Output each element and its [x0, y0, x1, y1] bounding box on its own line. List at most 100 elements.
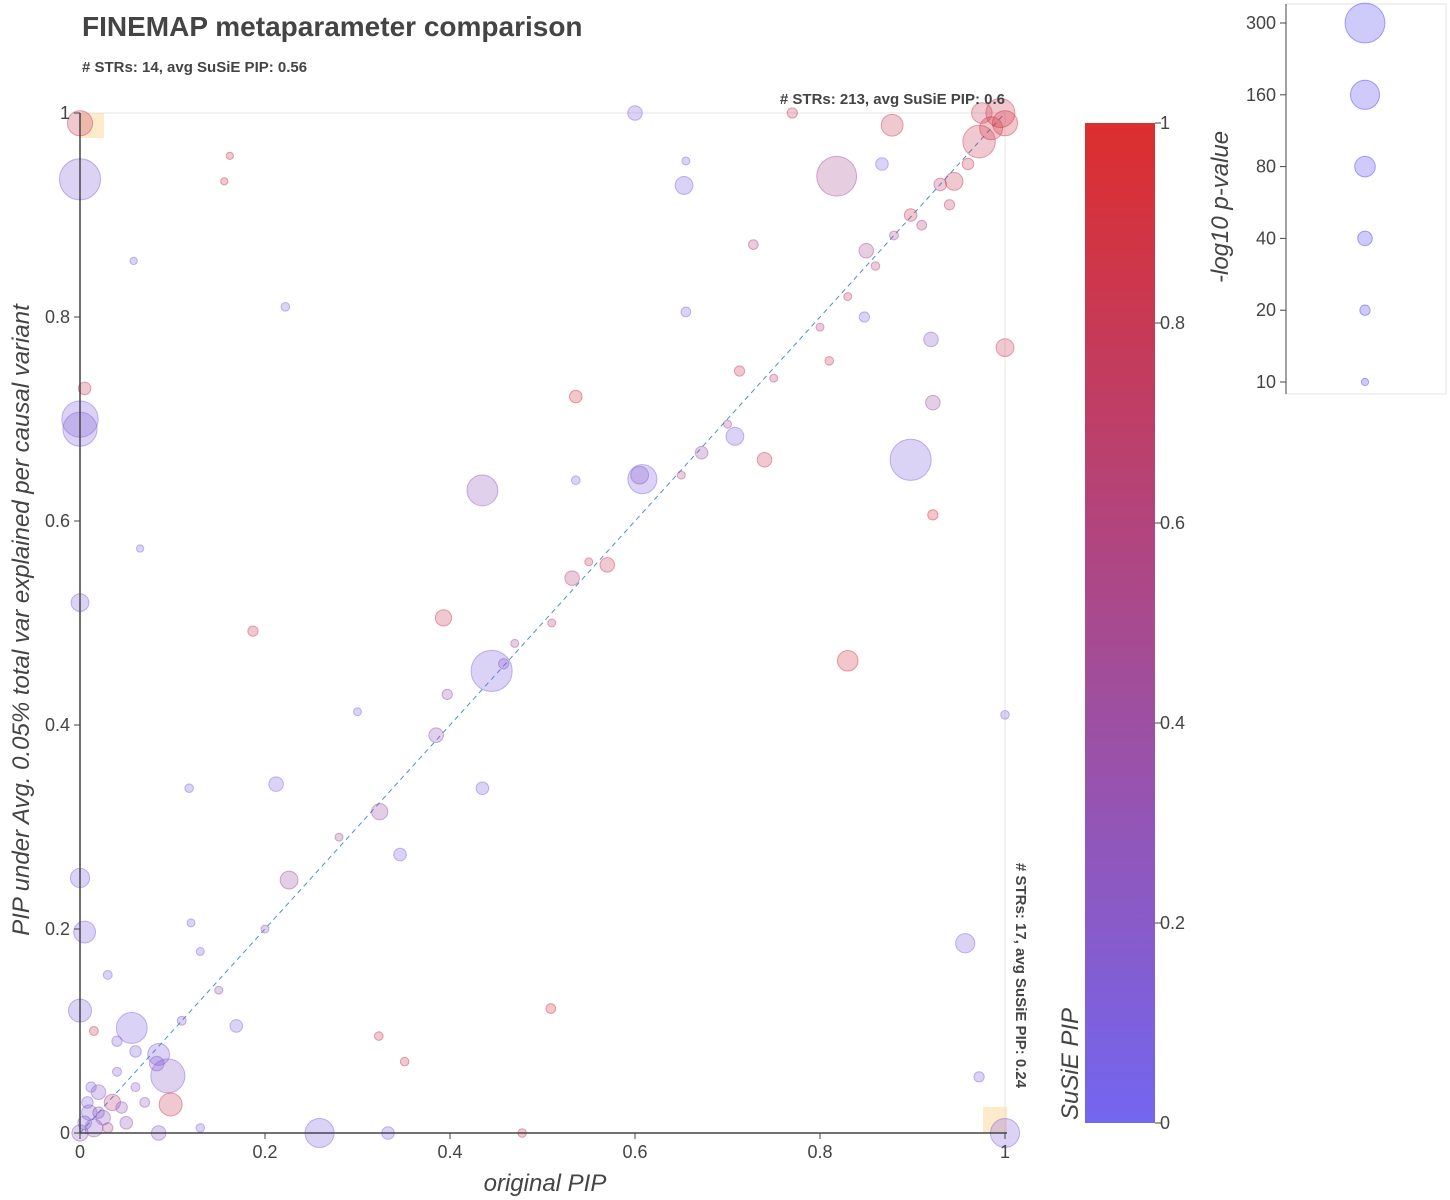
- y-tick-label: 1: [60, 103, 70, 123]
- scatter-point: [498, 658, 510, 670]
- y-tick-label: 0.6: [45, 511, 70, 531]
- chart-subtitle: # STRs: 14, avg SuSiE PIP: 0.56: [82, 59, 307, 76]
- scatter-point: [858, 242, 875, 259]
- scatter-point: [681, 156, 691, 166]
- scatter-point: [979, 116, 1004, 141]
- scatter-point: [399, 1056, 410, 1067]
- scatter-point: [843, 292, 853, 302]
- x-ticks: 0 0.2 0.4 0.6 0.8 1: [75, 1133, 1010, 1162]
- size-legend-label: 300: [1246, 13, 1276, 33]
- scatter-point: [115, 1101, 128, 1114]
- scatter-point: [158, 1092, 183, 1117]
- size-legend-label: 20: [1256, 300, 1276, 320]
- x-tick-label: 0.2: [252, 1142, 277, 1162]
- scatter-point: [150, 1058, 186, 1094]
- scatter-point: [371, 803, 389, 821]
- size-legend: 300 160 80 40 20 10: [1246, 2, 1386, 392]
- scatter-point: [816, 155, 858, 197]
- scatter-point: [680, 306, 692, 318]
- corner-box-bottom-right: [983, 1107, 1007, 1133]
- scatter-point: [373, 1031, 384, 1041]
- scatter-point: [268, 776, 284, 792]
- size-legend-title: -log10 p-value: [1207, 131, 1234, 283]
- scatter-point: [77, 381, 92, 396]
- scatter-point: [875, 157, 889, 171]
- scatter-point: [195, 946, 205, 956]
- x-tick-label: 0: [75, 1142, 85, 1162]
- annotation-bottom-right: # STRs: 17, avg SuSiE PIP: 0.24: [1012, 863, 1029, 1089]
- scatter-point: [1000, 709, 1010, 720]
- size-legend-marker: [1349, 79, 1381, 110]
- colorbar: [1085, 123, 1155, 1123]
- scatter-point: [81, 1096, 94, 1109]
- colorbar-tick-label: 0: [1160, 1113, 1170, 1133]
- scatter-point: [547, 618, 557, 628]
- scatter-point: [961, 157, 975, 171]
- scatter-point: [112, 1066, 122, 1077]
- scatter-point: [815, 322, 825, 332]
- scatter-point: [184, 783, 194, 794]
- size-legend-marker: [1354, 155, 1376, 178]
- scatter-point: [77, 1115, 92, 1131]
- scatter-point: [220, 177, 229, 186]
- scatter-point: [475, 781, 490, 796]
- scatter-point: [694, 445, 709, 460]
- scatter-point: [441, 688, 453, 701]
- scatter-point: [119, 1116, 134, 1130]
- colorbar-tick-label: 0.8: [1160, 313, 1185, 333]
- scatter-point: [102, 1122, 114, 1134]
- size-legend-label: 40: [1256, 228, 1276, 248]
- scatter-point: [115, 1012, 148, 1044]
- scatter-point: [147, 1043, 171, 1066]
- colorbar-tick-label: 0.6: [1160, 513, 1185, 533]
- scatter-point: [769, 373, 779, 383]
- points-layer: [58, 97, 1021, 1149]
- scatter-point: [334, 832, 344, 842]
- scatter-point: [545, 1003, 557, 1014]
- scatter-point: [985, 97, 1016, 129]
- scatter-point: [570, 475, 581, 486]
- size-legend-label: 10: [1256, 372, 1276, 392]
- scatter-point: [943, 199, 956, 211]
- colorbar-tick-label: 0.4: [1160, 713, 1185, 733]
- scatter-point: [353, 707, 362, 717]
- scatter-point: [90, 1084, 107, 1100]
- scatter-point: [564, 570, 580, 586]
- size-legend-marker: [1360, 377, 1370, 387]
- scatter-point: [748, 239, 759, 250]
- size-legend-marker: [1344, 2, 1386, 44]
- x-tick-label: 0.4: [437, 1142, 462, 1162]
- scatter-point: [962, 124, 996, 159]
- scatter-point: [973, 1071, 985, 1083]
- scatter-point: [73, 920, 97, 944]
- scatter-point: [756, 452, 773, 468]
- scatter-point: [786, 107, 798, 119]
- y-ticks: 0 0.2 0.4 0.6 0.8 1: [45, 103, 80, 1143]
- y-tick-label: 0: [60, 1123, 70, 1143]
- scatter-point: [971, 102, 993, 124]
- size-legend-marker: [1359, 304, 1371, 316]
- scatter-point: [186, 918, 196, 928]
- scatter-point: [176, 1015, 187, 1026]
- scatter-point: [280, 301, 291, 312]
- scatter-point: [599, 557, 616, 573]
- scatter-point: [569, 389, 583, 404]
- scatter-point: [510, 638, 520, 648]
- scatter-point: [260, 924, 270, 934]
- scatter-point: [247, 625, 259, 637]
- scatter-point: [824, 356, 835, 366]
- scatter-point: [135, 544, 145, 553]
- scatter-point: [229, 1019, 244, 1033]
- scatter-point: [102, 969, 113, 980]
- scatter-point: [925, 394, 941, 411]
- y-tick-label: 0.2: [45, 919, 70, 939]
- scatter-point: [944, 171, 964, 191]
- scatter-point: [995, 338, 1015, 358]
- scatter-point: [139, 1097, 151, 1108]
- colorbar-tick-label: 1: [1160, 113, 1170, 133]
- scatter-point: [149, 1055, 165, 1072]
- scatter-point: [725, 426, 745, 446]
- scatter-point: [858, 311, 871, 323]
- scatter-point: [955, 933, 976, 954]
